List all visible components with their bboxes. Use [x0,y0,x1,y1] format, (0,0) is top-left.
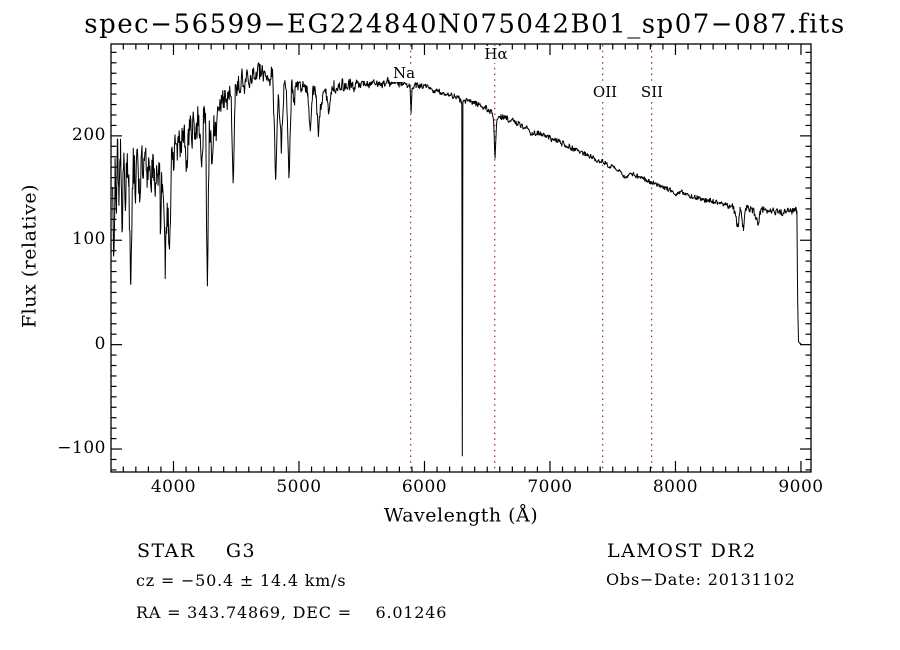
x-axis-label: Wavelength (Å) [383,504,539,527]
y-tick-label: 0 [94,333,106,354]
y-axis-label: Flux (relative) [18,184,41,328]
y-tick-label: 200 [72,124,106,145]
spectral-line-label: OII [591,83,619,101]
spectral-line-label: SII [639,83,665,101]
y-tick-label: 100 [72,229,106,250]
object-class-label: STAR G3 [137,540,257,562]
x-tick-label: 9000 [778,477,824,497]
spectral-line-label: Hα [483,45,509,63]
obs-date-label: Obs−Date: 20131102 [606,570,796,589]
survey-label: LAMOST DR2 [607,540,757,562]
plot-frame [110,43,812,473]
y-tick-label: −100 [57,438,106,459]
plot-title: spec−56599−EG224840N075042B01_sp07−087.f… [84,9,846,40]
ra-dec-value: RA = 343.74869, DEC = 6.01246 [136,603,448,622]
x-tick-label: 6000 [401,477,448,497]
spectrum-polyline [112,62,802,457]
x-tick-label: 7000 [527,477,573,497]
cz-value: cz = −50.4 ± 14.4 km/s [136,571,347,590]
x-tick-label: 8000 [652,477,699,497]
x-tick-label: 5000 [276,477,322,497]
axis-ticks [111,44,811,472]
spectral-line-label: Na [391,64,417,82]
spectral-line-markers [410,45,653,471]
x-tick-label: 4000 [150,477,197,497]
